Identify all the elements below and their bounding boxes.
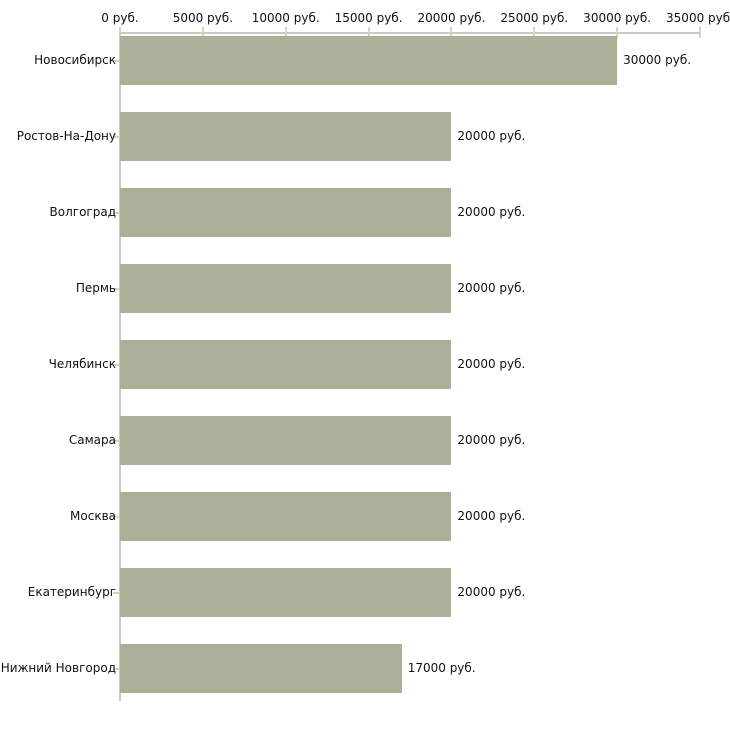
value-label: 20000 руб. — [457, 433, 526, 447]
category-label: Ростов-На-Дону — [16, 129, 116, 143]
y-tick-mark — [113, 439, 120, 442]
x-tick-label: 25000 руб. — [500, 11, 569, 25]
y-tick-mark — [113, 515, 120, 518]
y-tick-mark — [113, 211, 120, 214]
bar — [120, 568, 452, 617]
value-label: 20000 руб. — [457, 357, 526, 371]
category-label: Москва — [70, 509, 116, 523]
category-label: Екатеринбург — [27, 585, 116, 599]
bar — [120, 188, 452, 237]
x-tick-label: 35000 руб. — [666, 11, 730, 25]
x-axis-line — [119, 32, 700, 34]
x-tick-label: 10000 руб. — [251, 11, 320, 25]
category-label: Пермь — [75, 281, 116, 295]
x-tick-label: 30000 руб. — [583, 11, 652, 25]
value-label: 20000 руб. — [457, 205, 526, 219]
category-label: Нижний Новгород — [0, 661, 116, 675]
y-tick-mark — [113, 667, 120, 670]
value-label: 17000 руб. — [407, 661, 476, 675]
y-tick-mark — [113, 363, 120, 366]
bar — [120, 492, 452, 541]
x-tick-mark — [367, 27, 370, 38]
x-tick-mark — [450, 27, 453, 38]
x-tick-label: 15000 руб. — [334, 11, 403, 25]
x-tick-label: 20000 руб. — [417, 11, 486, 25]
value-label: 30000 руб. — [623, 53, 692, 67]
category-label: Новосибирск — [34, 53, 116, 67]
bar — [120, 264, 452, 313]
bar — [120, 112, 452, 161]
x-tick-mark — [119, 27, 121, 38]
category-label: Волгоград — [49, 205, 116, 219]
x-tick-mark — [533, 27, 536, 38]
x-tick-mark — [616, 27, 619, 38]
y-tick-mark — [113, 287, 120, 290]
bar — [120, 416, 452, 465]
x-tick-label: 5000 руб. — [172, 11, 233, 25]
value-label: 20000 руб. — [457, 129, 526, 143]
x-tick-label: 0 руб. — [101, 11, 139, 25]
x-tick-mark — [699, 27, 701, 38]
category-label: Челябинск — [48, 357, 116, 371]
y-tick-mark — [113, 591, 120, 594]
bar — [120, 644, 402, 693]
bar — [120, 340, 452, 389]
x-tick-mark — [284, 27, 287, 38]
y-tick-mark — [113, 59, 120, 62]
category-label: Самара — [68, 433, 116, 447]
x-tick-mark — [201, 27, 204, 38]
value-label: 20000 руб. — [457, 585, 526, 599]
bar — [120, 36, 618, 85]
value-label: 20000 руб. — [457, 281, 526, 295]
y-tick-mark — [113, 135, 120, 138]
value-label: 20000 руб. — [457, 509, 526, 523]
